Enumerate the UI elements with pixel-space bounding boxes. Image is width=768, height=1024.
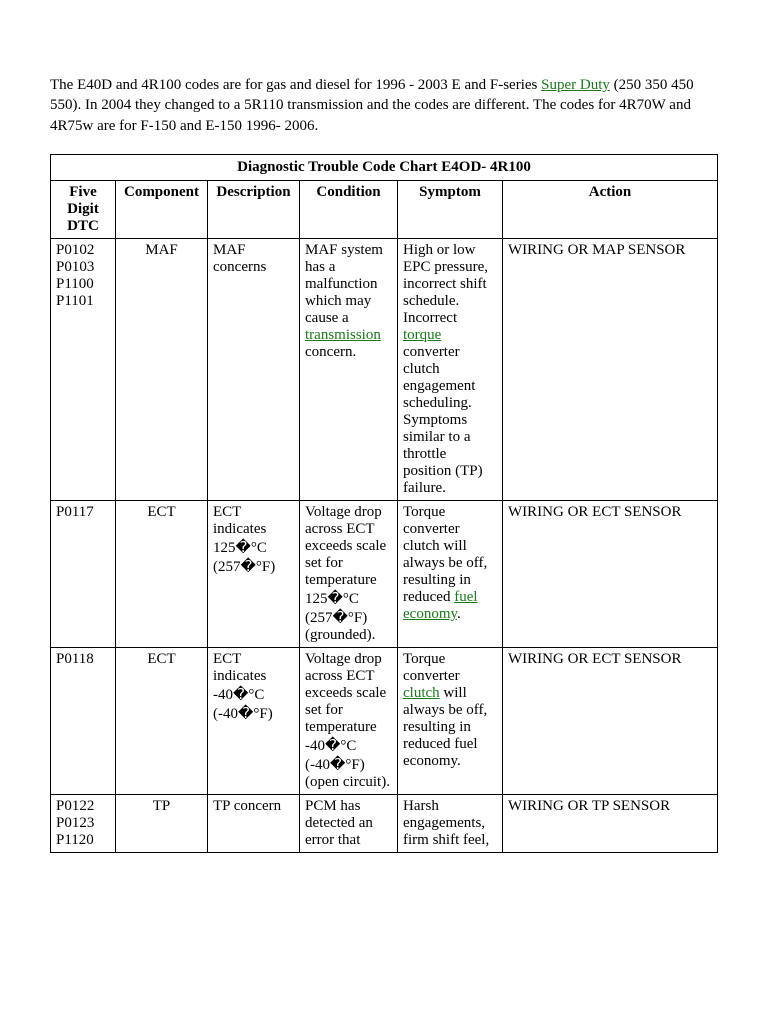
table-row: P0102 P0103 P1100 P1101 MAF MAF concerns… — [51, 238, 718, 500]
cond-pre: MAF system has a malfunction which may c… — [305, 242, 383, 326]
cond-post: concern. — [305, 344, 356, 360]
cell-component: ECT — [116, 647, 208, 794]
cell-description: TP concern — [208, 794, 300, 852]
cell-symptom: Torque converter clutch will always be o… — [398, 647, 503, 794]
cell-dtc: P0118 — [51, 647, 116, 794]
cell-action: WIRING OR TP SENSOR — [503, 794, 718, 852]
table-title: Diagnostic Trouble Code Chart E4OD- 4R10… — [51, 154, 718, 180]
table-row: P0117 ECT ECT indicates 125�°C (257�°F) … — [51, 500, 718, 647]
hdr-dtc: Five Digit DTC — [51, 180, 116, 238]
cell-action: WIRING OR ECT SENSOR — [503, 647, 718, 794]
cell-action: WIRING OR ECT SENSOR — [503, 500, 718, 647]
table-title-row: Diagnostic Trouble Code Chart E4OD- 4R10… — [51, 154, 718, 180]
cell-dtc: P0117 — [51, 500, 116, 647]
cell-symptom: Torque converter clutch will always be o… — [398, 500, 503, 647]
intro-seg1: The E40D and 4R100 codes are for gas and… — [50, 77, 541, 93]
dtc-table: Diagnostic Trouble Code Chart E4OD- 4R10… — [50, 154, 718, 853]
cell-component: MAF — [116, 238, 208, 500]
cell-condition: MAF system has a malfunction which may c… — [300, 238, 398, 500]
table-row: P0122 P0123 P1120 TP TP concern PCM has … — [51, 794, 718, 852]
cell-symptom: High or low EPC pressure, incorrect shif… — [398, 238, 503, 500]
transmission-link[interactable]: transmission — [305, 327, 381, 343]
cell-component: TP — [116, 794, 208, 852]
super-duty-link[interactable]: Super Duty — [541, 77, 610, 93]
cell-condition: PCM has detected an error that — [300, 794, 398, 852]
symp-post: . — [457, 606, 461, 622]
hdr-condition: Condition — [300, 180, 398, 238]
cell-description: MAF concerns — [208, 238, 300, 500]
hdr-component: Component — [116, 180, 208, 238]
hdr-symptom: Symptom — [398, 180, 503, 238]
cell-symptom: Harsh engagements, firm shift feel, — [398, 794, 503, 852]
symp-pre: High or low EPC pressure, incorrect shif… — [403, 242, 488, 326]
cell-condition: Voltage drop across ECT exceeds scale se… — [300, 647, 398, 794]
hdr-action: Action — [503, 180, 718, 238]
cell-description: ECT indicates 125�°C (257�°F) — [208, 500, 300, 647]
intro-paragraph: The E40D and 4R100 codes are for gas and… — [50, 75, 718, 136]
torque-link[interactable]: torque — [403, 327, 441, 343]
table-header-row: Five Digit DTC Component Description Con… — [51, 180, 718, 238]
clutch-link[interactable]: clutch — [403, 685, 440, 701]
symp-post: converter clutch engagement scheduling. … — [403, 344, 483, 496]
table-row: P0118 ECT ECT indicates -40�°C (-40�°F) … — [51, 647, 718, 794]
cell-condition: Voltage drop across ECT exceeds scale se… — [300, 500, 398, 647]
cell-dtc: P0122 P0123 P1120 — [51, 794, 116, 852]
hdr-description: Description — [208, 180, 300, 238]
symp-pre: Torque converter — [403, 651, 460, 684]
cell-dtc: P0102 P0103 P1100 P1101 — [51, 238, 116, 500]
cell-component: ECT — [116, 500, 208, 647]
cell-action: WIRING OR MAP SENSOR — [503, 238, 718, 500]
cell-description: ECT indicates -40�°C (-40�°F) — [208, 647, 300, 794]
